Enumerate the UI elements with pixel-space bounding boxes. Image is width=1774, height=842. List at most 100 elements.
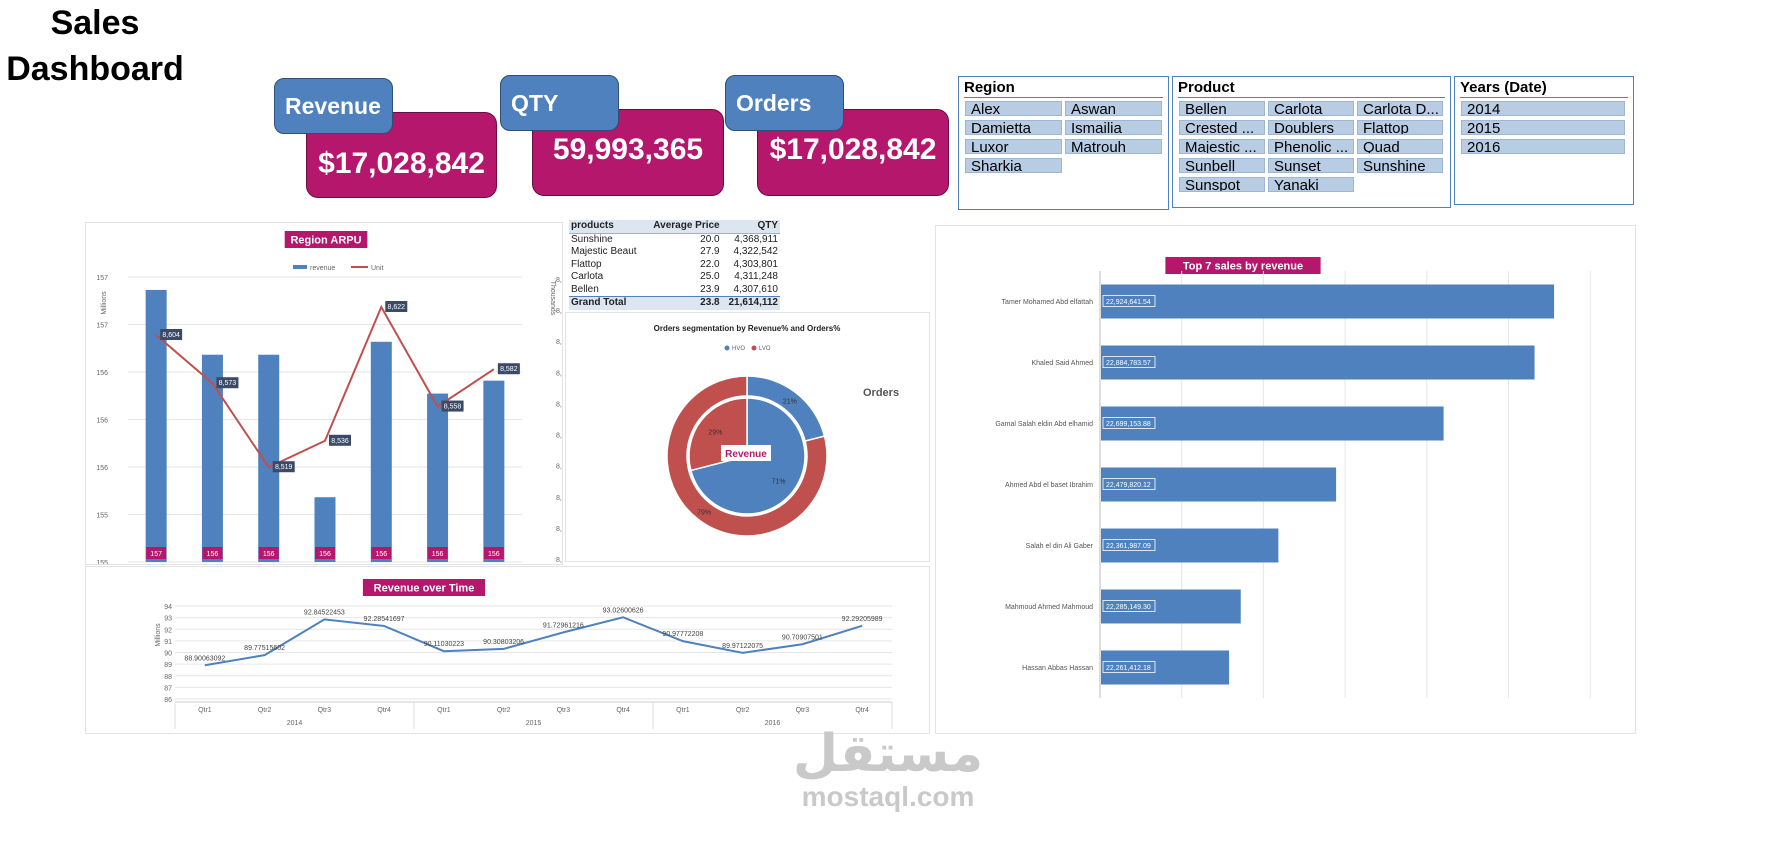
top7-sales-panel: Top 7 sales by revenue 22,924,641.54 Tamer… xyxy=(935,225,1636,734)
slicer-item-ismailia[interactable]: Ismailia xyxy=(1065,120,1162,135)
line-label-bg xyxy=(216,377,239,389)
slicer-item-flattop[interactable]: Flattop xyxy=(1357,120,1443,135)
left-tick: 156 xyxy=(96,418,108,425)
rot-title: Revenue over Time xyxy=(374,583,475,595)
table-cell: Bellen xyxy=(571,283,599,295)
table-row: Majestic Beaut 27.9 4,322,542 xyxy=(569,246,780,259)
point-label: 88.90063092 xyxy=(184,655,225,662)
slicer-item-sunset[interactable]: Sunset xyxy=(1268,158,1354,173)
quarter-label: Qtr4 xyxy=(377,707,391,714)
slicer-item-alex[interactable]: Alex xyxy=(965,101,1062,116)
bar-label: 156 xyxy=(432,551,444,558)
bar-sales-4 xyxy=(1101,467,1337,502)
slicer-item-sunshine[interactable]: Sunshine xyxy=(1357,158,1443,173)
year-label: 2016 xyxy=(765,720,781,727)
slicer-item-2015[interactable]: 2015 xyxy=(1461,120,1625,135)
revenue-line xyxy=(204,616,863,667)
y-tick: 93 xyxy=(164,616,172,623)
bar-label-bg xyxy=(202,547,223,559)
table-cell: 23.8 xyxy=(644,296,722,310)
salesperson-name: Salah el din Ali Gaber xyxy=(1026,543,1094,550)
slicer-item-doublers[interactable]: Doublers xyxy=(1268,120,1354,135)
revenue-kpi-label: Revenue xyxy=(274,78,393,134)
y-tick: 90 xyxy=(164,651,172,658)
table-cell: 25.0 xyxy=(700,271,720,283)
region-slicer: Region Alex Aswan Damietta Ismailia Luxor Mat… xyxy=(958,76,1169,210)
slicer-item-sharkia[interactable]: Sharkia xyxy=(965,158,1062,173)
bar-label: 156 xyxy=(488,551,500,558)
slicer-item-carlota-d[interactable]: Carlota D... xyxy=(1357,101,1443,116)
slicer-item-2016[interactable]: 2016 xyxy=(1461,139,1625,154)
slicer-item-bellen[interactable]: Bellen xyxy=(1179,101,1265,116)
table-cell: 27.9 xyxy=(700,246,720,258)
slicer-item-crested[interactable]: Crested ... xyxy=(1179,120,1265,135)
y-tick: 94 xyxy=(164,604,172,611)
y-tick: 86 xyxy=(164,697,172,704)
bar-revenue-ismailia xyxy=(314,497,336,562)
quarter-label: Qtr1 xyxy=(676,707,690,714)
outer-slice-label: 79% xyxy=(697,509,711,516)
bar-sales-7 xyxy=(1101,650,1230,685)
bar-value-box xyxy=(1102,539,1156,551)
right-tick: 8,520 xyxy=(556,464,562,471)
slicer-item-matrouh[interactable]: Matrouh xyxy=(1065,139,1162,154)
slicer-item-2014[interactable]: 2014 xyxy=(1461,101,1625,116)
line-label: 8,582 xyxy=(500,366,518,373)
point-label: 91.72961216 xyxy=(543,622,584,629)
bar-label: 156 xyxy=(319,551,331,558)
quarter-label: Qtr1 xyxy=(437,707,451,714)
point-label: 90.11030223 xyxy=(424,641,464,648)
slicer-item-sunspot[interactable]: Sunspot xyxy=(1179,177,1265,192)
table-cell: Carlota xyxy=(571,271,604,283)
table-cell: Majestic Beaut xyxy=(571,246,637,258)
slicer-item-sunbell[interactable]: Sunbell xyxy=(1179,158,1265,173)
right-tick: 8,640 xyxy=(556,277,562,284)
table-cell: 20.0 xyxy=(700,233,720,245)
quarter-label: Qtr2 xyxy=(736,707,750,714)
product-slicer-title: Product xyxy=(1178,79,1235,96)
quarter-label: Qtr2 xyxy=(258,707,272,714)
top7-title-bg xyxy=(1165,257,1321,274)
bar-value: 22,884,783.57 xyxy=(1106,360,1151,367)
watermark-arabic: مستقل xyxy=(792,724,984,784)
bar-value: 22,479,820.12 xyxy=(1106,482,1151,489)
slicer-divider xyxy=(1460,97,1628,98)
line-label: 8,558 xyxy=(444,404,462,411)
slicer-item-aswan[interactable]: Aswan xyxy=(1065,101,1162,116)
point-label: 92.28541697 xyxy=(364,616,405,623)
slicer-item-phenolic[interactable]: Phenolic ... xyxy=(1268,139,1354,154)
arpu-title: Region ARPU xyxy=(290,235,361,247)
quarter-label: Qtr1 xyxy=(198,707,212,714)
salesperson-name: Tamer Mohamed Abd elfattah xyxy=(1002,299,1094,306)
point-label: 89.77515602 xyxy=(244,645,285,652)
salesperson-name: Ahmed Abd el baset Ibrahim xyxy=(1005,482,1093,489)
slicer-item-damietta[interactable]: Damietta xyxy=(965,120,1062,135)
grand-total-row: Grand Total 23.8 21,614,112 xyxy=(569,296,780,310)
left-tick: 155 xyxy=(96,513,108,520)
bar-label-bg xyxy=(427,547,448,559)
table-cell: 4,368,911 xyxy=(734,233,778,245)
bar-value-box xyxy=(1102,356,1156,368)
inner-ring-label: Revenue xyxy=(725,449,767,460)
slicer-item-carlota[interactable]: Carlota xyxy=(1268,101,1354,116)
line-label-bg xyxy=(160,329,183,340)
slicer-item-majestic[interactable]: Majestic ... xyxy=(1179,139,1265,154)
left-tick: 157 xyxy=(96,275,108,282)
right-tick: 8,620 xyxy=(556,308,562,315)
bar-label: 156 xyxy=(207,551,219,558)
bar-value-box xyxy=(1102,661,1156,673)
legend-revenue-swatch xyxy=(293,265,307,269)
slicer-item-luxor[interactable]: Luxor xyxy=(965,139,1062,154)
slicer-item-quad[interactable]: Quad xyxy=(1357,139,1443,154)
table-cell: 4,311,248 xyxy=(734,271,778,283)
table-cell: 4,303,801 xyxy=(733,258,779,270)
bar-sales-6 xyxy=(1101,589,1241,624)
bar-revenue-alex xyxy=(145,289,167,562)
bar-revenue-sharkia xyxy=(483,380,505,562)
point-label: 90.30803206 xyxy=(483,639,524,646)
orders-segmentation-panel: Orders segmentation by Revenue% and Orde… xyxy=(565,312,930,562)
table-row: Sunshine 20.0 4,368,911 xyxy=(569,233,780,246)
slicer-item-yanaki[interactable]: Yanaki xyxy=(1268,177,1354,192)
product-slicer: Product Bellen Carlota Carlota D... Crested… xyxy=(1172,76,1451,208)
y-tick: 92 xyxy=(164,627,172,634)
